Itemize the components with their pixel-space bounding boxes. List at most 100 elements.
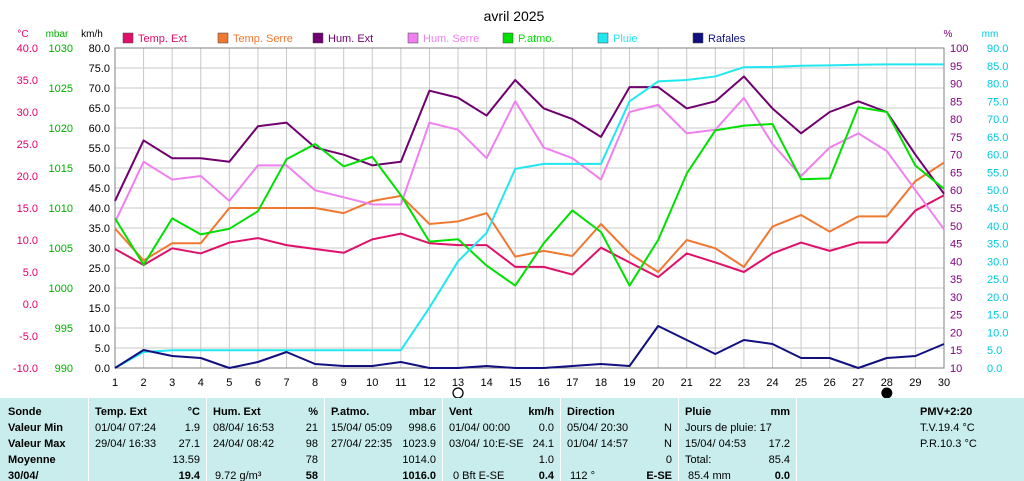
humidity-tick-label: 10 [950,363,962,375]
press-min-date: 15/04/ 05:09 [331,422,393,434]
temp-min-date: 01/04/ 07:24 [95,422,157,434]
rain-tick-label: 65.0 [987,132,1008,144]
rain-total-value: 85.4 [768,454,790,466]
temp-unit: °C [187,406,200,418]
x-tick-label: 11 [395,377,406,389]
x-tick-label: 2 [141,377,147,389]
wind-tick-label: 30.0 [89,243,110,255]
wind-tick-label: 0.0 [95,363,110,375]
rain-tick-label: 85.0 [987,61,1008,73]
rain-tick-label: 75.0 [987,96,1008,108]
press-max-value: 1023.9 [402,438,436,450]
hum-absolute: 9.72 g/m³ [215,470,262,481]
wind-tick-label: 60.0 [89,123,110,135]
wind-tick-label: 45.0 [89,183,110,195]
rain-tick-label: 50.0 [987,185,1008,197]
temp-tick-label: -10.0 [13,363,38,375]
wind-tick-label: 80.0 [89,43,110,55]
x-tick-label: 18 [595,377,607,389]
x-tick-label: 9 [341,377,347,389]
x-tick-label: 1 [112,377,118,389]
x-tick-label: 22 [709,377,721,389]
humidity-tick-label: 70 [950,150,962,162]
wind-min-value: 0.0 [538,422,554,434]
wind-max-date: 03/04/ 10:E-SE [449,438,524,450]
temp-tick-label: 5.0 [23,267,38,279]
humidity-tick-label: 60 [950,185,962,197]
legend-swatch [692,32,704,44]
pressure-tick-label: 1010 [49,203,73,215]
rain-max-value: 17.2 [768,438,790,450]
series-line [114,106,945,287]
x-tick-label: 3 [169,377,175,389]
x-tick-label: 20 [652,377,664,389]
hum-unit: % [308,406,318,418]
pmv-tv: T.V.19.4 °C [920,422,975,434]
rain-tick-label: 55.0 [987,167,1008,179]
wind-tick-label: 10.0 [89,323,110,335]
x-tick-label: 25 [795,377,807,389]
rain-tick-label: 30.0 [987,256,1008,268]
x-tick-label: 10 [366,377,378,389]
rain-tick-label: 15.0 [987,310,1008,322]
legend-swatch [122,32,134,44]
legend-label: Temp. Serre [233,33,293,45]
x-tick-label: 21 [681,377,693,389]
temp-min-value: 1.9 [184,422,200,434]
rain-header: Pluie [685,406,712,418]
pmv-header: PMV+2:20 [920,406,973,418]
dir-max-value: N [664,438,672,450]
temp-average: 13.59 [172,454,200,466]
x-tick-label: 26 [824,377,836,389]
hum-max-date: 24/04/ 08:42 [213,438,275,450]
legend-swatch [312,32,324,44]
wind-tick-label: 35.0 [89,223,110,235]
rain-total-label: Total: [685,454,712,466]
humidity-unit-label: % [944,29,953,40]
x-tick-label: 30 [938,377,950,389]
rain-unit: mm [770,406,790,418]
rain-tick-label: 20.0 [987,292,1008,304]
rain-tick-label: 90.0 [987,43,1008,55]
series-line [114,161,945,273]
temp-current: 19.4 [178,470,200,481]
hum-min-value: 21 [305,422,318,434]
humidity-tick-label: 90 [950,79,962,91]
press-current: 1016.0 [402,470,436,481]
rain-tick-label: 45.0 [987,203,1008,215]
moon-markers [452,387,893,398]
wind-unit-label: km/h [81,29,103,40]
x-tick-label: 24 [766,377,778,389]
x-tick-label: 27 [852,377,864,389]
humidity-tick-label: 40 [950,256,962,268]
humidity-tick-label: 30 [950,292,962,304]
rain-tick-label: 60.0 [987,150,1008,162]
press-max-date: 27/04/ 22:35 [331,438,393,450]
humidity-tick-label: 50 [950,221,962,233]
wind-min-date: 01/04/ 00:00 [449,422,511,434]
axes: 40.035.030.025.020.015.010.05.00.0-5.0-1… [13,43,1009,389]
hum-average: 78 [305,454,318,466]
dir-max-date: 01/04/ 14:57 [567,438,629,450]
x-tick-label: 17 [566,377,578,389]
wind-tick-label: 5.0 [95,343,110,355]
full-moon-marker [452,387,464,398]
press-min-value: 998.6 [408,422,436,434]
humidity-tick-label: 35 [950,274,962,286]
pressure-unit-label: mbar [46,29,69,40]
pressure-tick-label: 995 [55,323,73,335]
wind-header: Vent [449,406,473,418]
row-label-sonde: Sonde [8,406,42,418]
humidity-tick-label: 15 [950,345,962,357]
legend-label: Hum. Serre [423,33,479,45]
temp-tick-label: 40.0 [17,43,38,55]
wind-tick-label: 15.0 [89,303,110,315]
x-tick-label: 13 [452,377,464,389]
legend-swatch [217,32,229,44]
series-line [114,325,945,369]
legend-label: Pluie [613,33,637,45]
x-tick-label: 15 [509,377,521,389]
wind-tick-label: 75.0 [89,63,110,75]
humidity-tick-label: 80 [950,114,962,126]
dir-degrees: 112 ° [570,470,595,481]
